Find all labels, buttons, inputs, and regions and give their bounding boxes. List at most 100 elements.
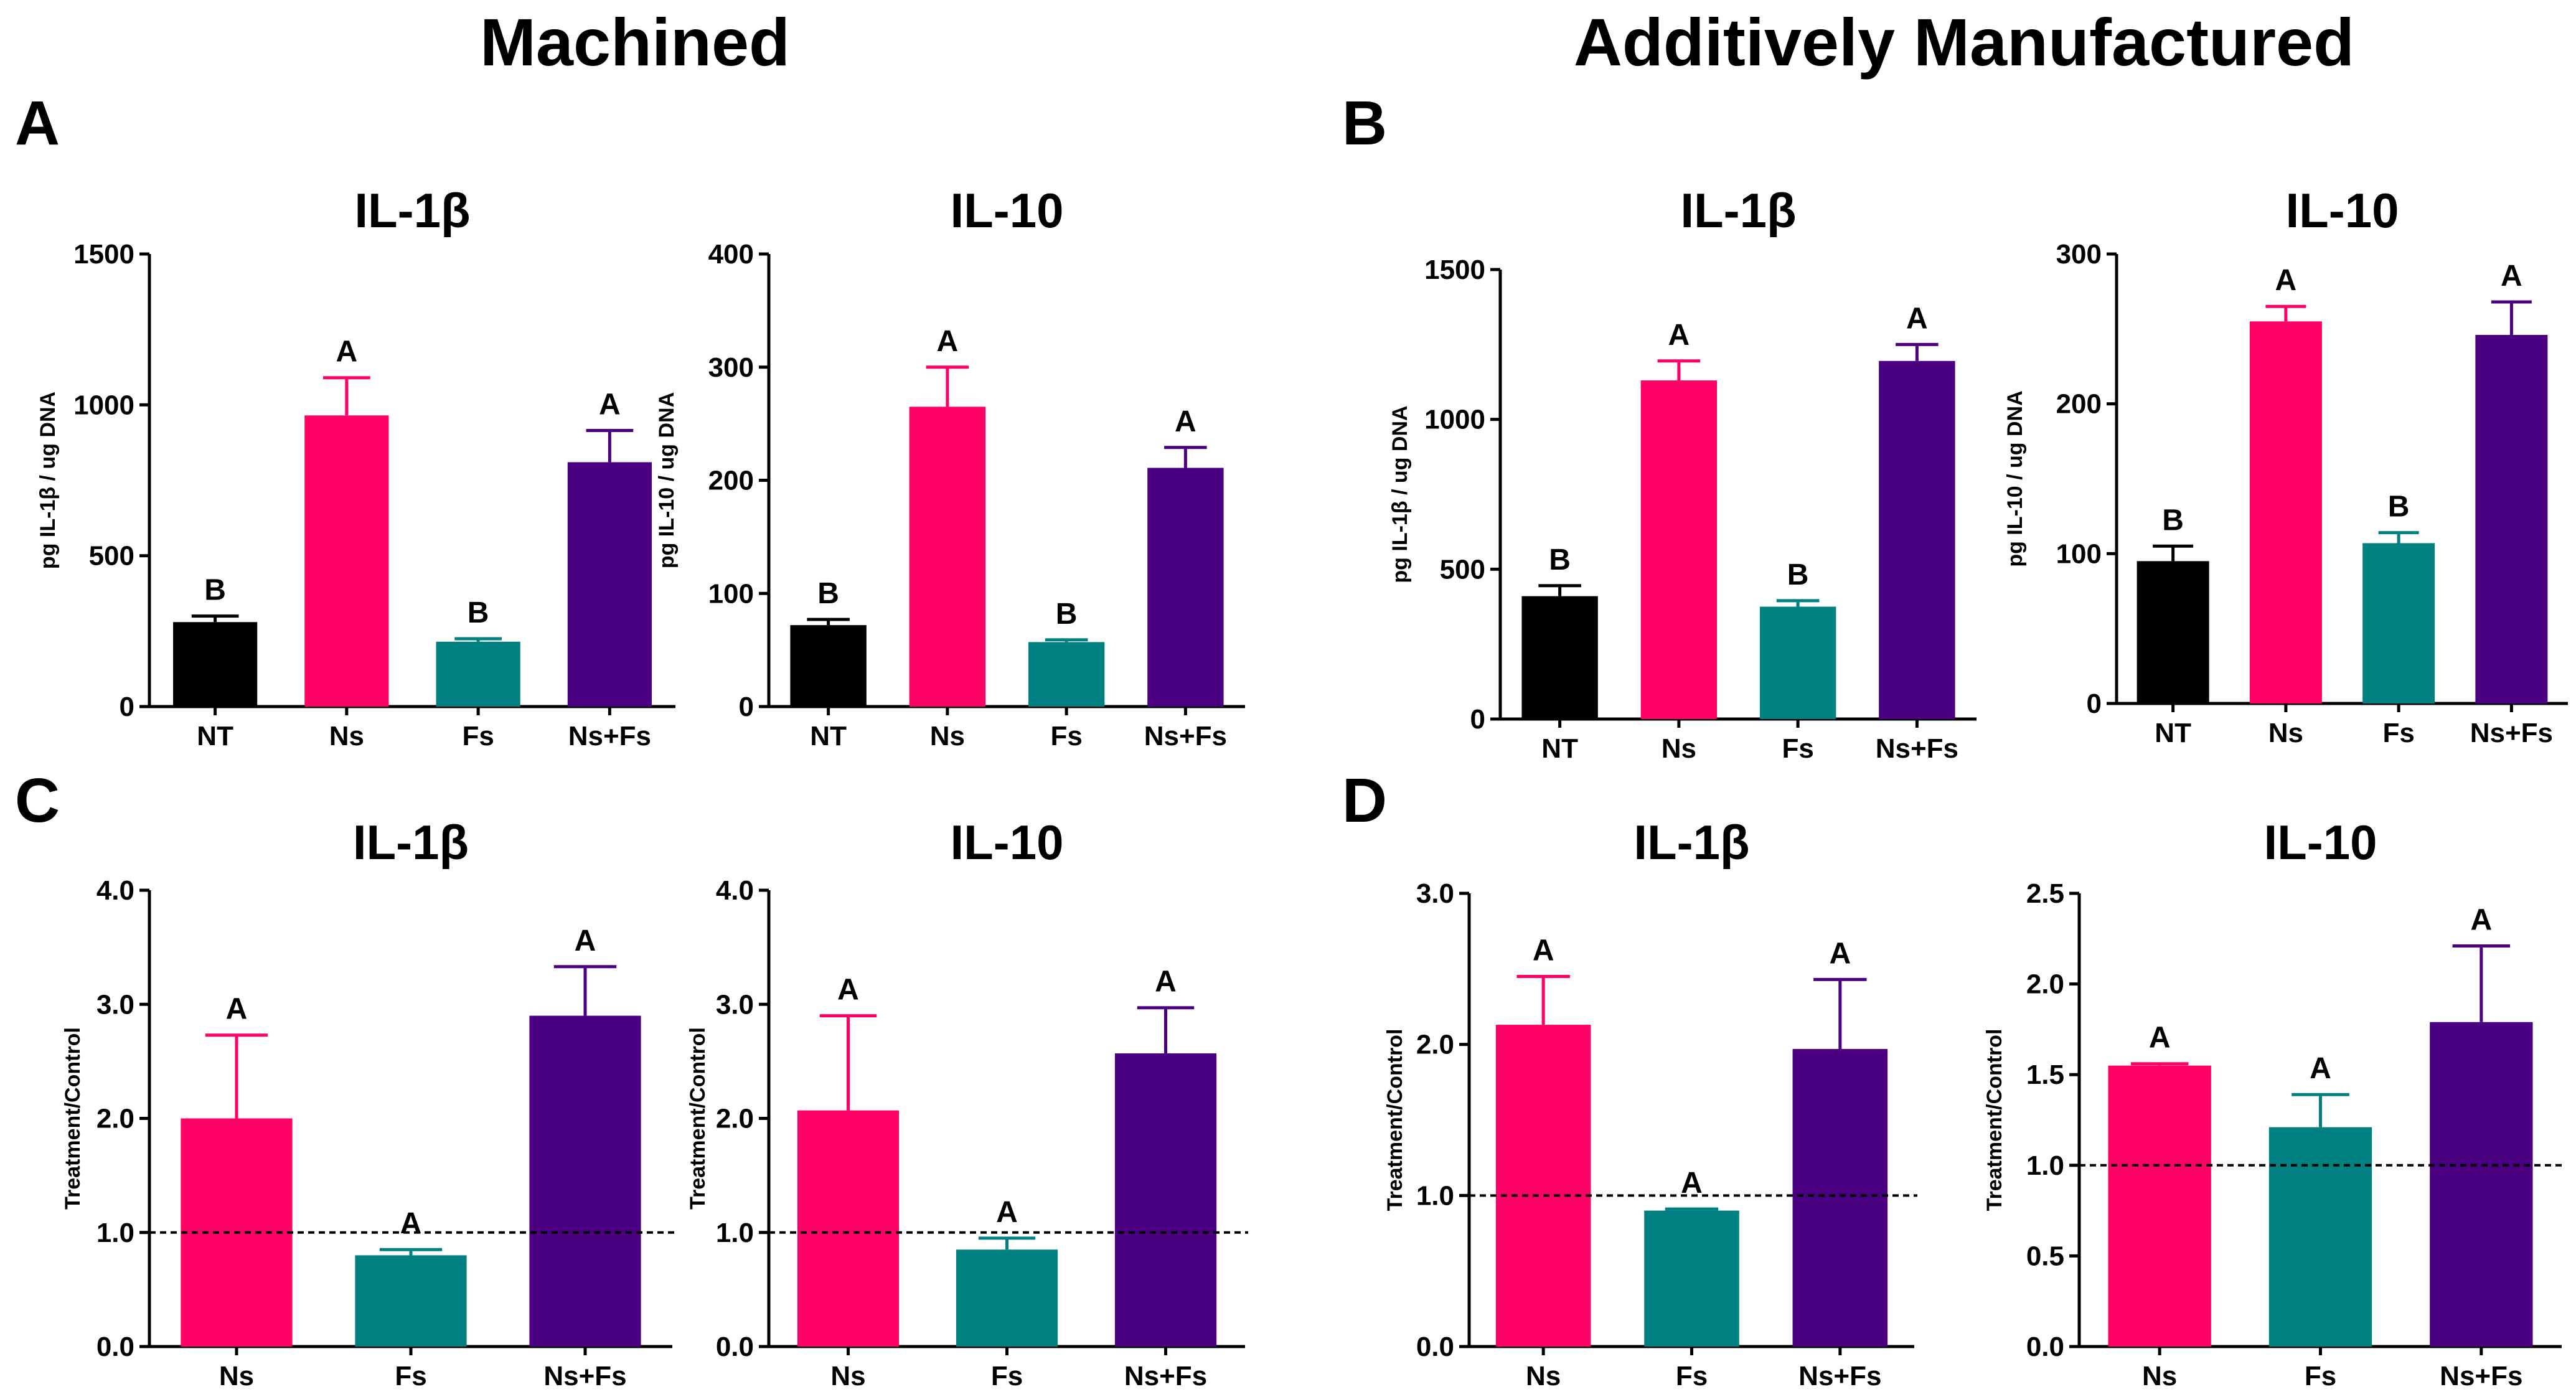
chart-title: IL-1β <box>1634 815 1749 870</box>
y-tick-label: 0 <box>1470 704 1485 735</box>
y-tick-label: 100 <box>2056 538 2102 569</box>
significance-letter: A <box>226 993 248 1026</box>
bar <box>567 462 652 707</box>
bar <box>1147 468 1224 707</box>
chart-a-left: IL-1β pg IL-1β / ug DNA 0 500 1000 1500 B NT A Ns… <box>36 183 675 751</box>
significance-letter: B <box>204 574 226 607</box>
chart-b-left: IL-1β pg IL-1β / ug DNA 0 500 1000 1500 B NT A Ns… <box>1388 183 1977 764</box>
x-category-label: Ns+Fs <box>2470 718 2553 748</box>
significance-letter: B <box>468 596 489 629</box>
significance-letter: B <box>1549 543 1571 576</box>
y-tick-label: 100 <box>708 578 754 609</box>
y-axis-label: Treatment/Control <box>1383 1029 1407 1211</box>
y-tick-label: 3.0 <box>96 989 134 1020</box>
x-category-label: Ns+Fs <box>1876 733 1958 764</box>
y-tick-label: 3.0 <box>1416 878 1454 909</box>
y-axis-label: Treatment/Control <box>686 1027 710 1210</box>
y-tick-label: 1.0 <box>2026 1150 2064 1181</box>
significance-letter: B <box>1787 558 1809 591</box>
x-category-label: Ns+Fs <box>1124 1361 1207 1391</box>
x-category-label: NT <box>810 721 847 751</box>
significance-letter: A <box>1668 319 1690 352</box>
significance-letter: B <box>2388 491 2410 524</box>
y-tick-label: 0.0 <box>716 1332 754 1362</box>
x-category-label: Ns+Fs <box>568 721 651 751</box>
y-axis-label: Treatment/Control <box>61 1027 85 1210</box>
significance-letter: A <box>1829 937 1851 970</box>
y-tick-label: 0.0 <box>96 1332 134 1362</box>
y-axis-label: Treatment/Control <box>1983 1029 2006 1211</box>
bar <box>355 1255 467 1347</box>
bar <box>1792 1048 1888 1347</box>
section-title-machined: Machined <box>480 4 790 80</box>
y-tick-label: 0.0 <box>2026 1332 2064 1362</box>
y-tick-label: 2.5 <box>2026 878 2064 909</box>
bar <box>1521 596 1598 719</box>
bar <box>2108 1065 2211 1347</box>
y-tick-label: 400 <box>708 239 754 270</box>
x-category-label: Ns <box>2268 718 2303 748</box>
x-category-label: Ns <box>930 721 965 751</box>
panel-letter-a: A <box>15 88 60 158</box>
bar <box>304 415 389 707</box>
x-category-label: Ns+Fs <box>543 1361 626 1391</box>
bar <box>797 1110 900 1347</box>
panel-letter-d: D <box>1342 766 1387 835</box>
x-category-label: Ns <box>830 1361 865 1391</box>
y-tick-label: 300 <box>2056 239 2102 270</box>
bar <box>2430 1022 2533 1347</box>
chart-a-right: IL-10 pg IL-10 / ug DNA 0 100 200 300 400 B NT A N… <box>655 183 1245 751</box>
y-tick-label: 1500 <box>1424 255 1485 285</box>
y-tick-label: 300 <box>708 352 754 383</box>
y-tick-label: 1.0 <box>1416 1180 1454 1211</box>
chart-c-right: IL-10 Treatment/Control 0.0 1.0 2.0 3.0 4.0 A Ns… <box>686 815 1248 1391</box>
significance-letter: A <box>599 388 621 421</box>
y-tick-label: 1.0 <box>716 1218 754 1248</box>
y-tick-label: 3.0 <box>716 989 754 1020</box>
x-category-label: Fs <box>1676 1361 1708 1391</box>
significance-letter: A <box>400 1207 422 1240</box>
y-tick-label: 500 <box>1440 554 1485 585</box>
bar <box>1114 1053 1217 1347</box>
chart-title: IL-10 <box>2285 183 2399 238</box>
bar <box>2475 334 2548 703</box>
bar <box>436 641 520 707</box>
bar <box>2362 543 2435 703</box>
bar <box>2136 561 2209 703</box>
y-tick-label: 1.0 <box>96 1218 134 1248</box>
panel-letter-c: C <box>15 766 60 835</box>
significance-letter: A <box>1155 966 1177 999</box>
significance-letter: A <box>2275 264 2297 297</box>
y-tick-label: 4.0 <box>96 875 134 906</box>
y-tick-label: 0 <box>2087 689 2102 719</box>
significance-letter: A <box>2470 903 2492 936</box>
y-axis-label: pg IL-10 / ug DNA <box>2003 390 2027 567</box>
significance-letter: B <box>817 577 839 610</box>
bar <box>909 407 986 707</box>
y-tick-label: 1500 <box>73 239 134 270</box>
chart-title: IL-10 <box>950 815 1063 870</box>
y-axis-label: pg IL-10 / ug DNA <box>655 392 679 568</box>
x-category-label: Ns+Fs <box>2440 1361 2522 1391</box>
significance-letter: A <box>996 1196 1018 1229</box>
y-tick-label: 200 <box>2056 389 2102 420</box>
bar <box>1879 360 1955 719</box>
x-category-label: Ns <box>329 721 364 751</box>
y-tick-label: 2.0 <box>96 1104 134 1134</box>
bar <box>173 622 258 707</box>
y-tick-label: 0.0 <box>1416 1332 1454 1362</box>
y-tick-label: 4.0 <box>716 875 754 906</box>
y-tick-label: 200 <box>708 466 754 496</box>
y-tick-label: 0 <box>120 692 134 722</box>
x-category-label: Fs <box>1782 733 1813 764</box>
y-tick-label: 500 <box>89 541 134 571</box>
y-tick-label: 2.0 <box>2026 969 2064 1000</box>
section-title-additive: Additively Manufactured <box>1574 4 2354 80</box>
y-tick-label: 0.5 <box>2026 1241 2064 1271</box>
chart-title: IL-1β <box>1680 183 1796 238</box>
x-category-label: Ns+Fs <box>1144 721 1227 751</box>
bar <box>2249 321 2322 703</box>
x-category-label: Fs <box>991 1361 1023 1391</box>
significance-letter: A <box>1533 934 1554 967</box>
